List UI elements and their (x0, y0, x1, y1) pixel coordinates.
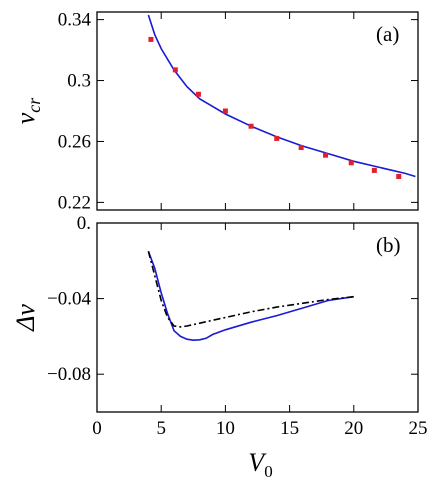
data-point (371, 167, 377, 173)
y-axis-label-main: v (11, 112, 40, 124)
x-tick-label: 0 (92, 418, 102, 439)
x-tick-label: 5 (156, 418, 166, 439)
x-axis-label-subscript: 0 (264, 462, 273, 481)
y-tick-label: −0.04 (47, 289, 91, 310)
panel-a: 0.22 0.26 0.3 0.34 (a) vcr (11, 10, 419, 213)
y-axis-label: Δv (11, 304, 40, 332)
series-line-solid (147, 14, 416, 178)
y-axis-label: vcr (11, 97, 44, 125)
y-axis-label-main: Δv (11, 304, 40, 332)
y-tick-label: −0.08 (47, 364, 91, 385)
y-tick-label: 0.26 (58, 131, 91, 152)
x-tick-label: 20 (344, 418, 363, 439)
data-point (172, 67, 178, 73)
y-axis-label-subscript: cr (24, 97, 44, 113)
data-point (222, 108, 228, 114)
data-point (248, 123, 254, 129)
panel-label: (b) (376, 233, 401, 257)
plot-frame (96, 222, 419, 413)
x-tick-label: 15 (280, 418, 299, 439)
y-tick-label: 0.3 (67, 71, 91, 92)
x-tick-label: 10 (216, 418, 235, 439)
panel-label: (a) (376, 22, 399, 46)
data-point (396, 173, 402, 179)
y-tick-label: 0.34 (58, 10, 92, 31)
y-tick-label: 0. (77, 213, 91, 234)
data-point (148, 36, 154, 42)
data-point (323, 152, 329, 158)
x-axis-label-main: V (248, 448, 267, 477)
series-line-dashdot (147, 251, 354, 328)
series-line-solid (147, 251, 354, 342)
data-point (274, 135, 280, 141)
plot-frame (96, 11, 419, 211)
data-point (348, 160, 354, 166)
x-tick-label: 25 (409, 418, 428, 439)
x-axis-label: V0 (248, 448, 272, 481)
data-point (298, 145, 304, 151)
data-point (195, 91, 201, 97)
y-tick-label: 0.22 (58, 192, 91, 213)
